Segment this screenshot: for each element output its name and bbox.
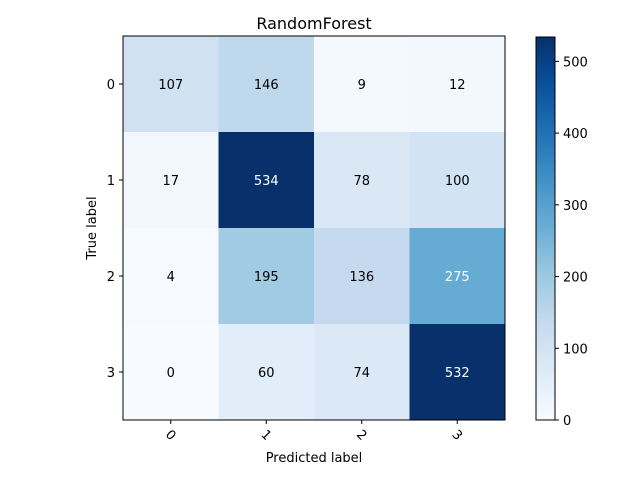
heatmap-cell [314,324,410,421]
x-axis-ticks: 0 1 2 3 [162,420,465,444]
cell-value-label: 17 [162,174,179,189]
colorbar-tick-label: 400 [563,127,588,142]
colorbar-tick-label: 300 [563,199,588,214]
chart-title: RandomForest [256,14,371,33]
colorbar-tick-label: 200 [563,271,588,286]
heatmap-cell [123,324,219,421]
y-axis-ticks: 0 1 2 3 [107,78,123,381]
heatmap-cell [218,132,315,229]
cell-value-label: 74 [353,366,370,381]
heatmap-cell [409,228,506,325]
colorbar-tick-label: 500 [563,55,588,70]
heatmap-cell [314,36,410,133]
heatmap-cell [218,324,315,421]
plot-frame [122,35,506,421]
heatmap-cell [218,36,315,133]
heatmap-cell [409,132,506,229]
cell-value-label: 195 [254,270,279,285]
cell-value-label: 60 [258,366,275,381]
heatmap-cell [218,228,315,325]
y-axis-label: True label [85,196,100,260]
heatmap-cell [314,228,410,325]
heatmap-cell [409,324,506,421]
cell-value-label: 4 [167,270,175,285]
x-tick-label: 2 [353,427,369,443]
heatmap-cell [123,228,219,325]
heatmap-cell [123,132,219,229]
x-tick-label: 1 [257,427,273,443]
colorbar-tick-label: 100 [563,342,588,357]
y-tick-label: 2 [107,270,115,285]
x-axis-label: Predicted label [266,451,363,466]
cell-value-label: 136 [349,270,374,285]
cell-value-label: 532 [445,366,470,381]
heatmap-cell [123,36,219,133]
cell-value-label: 0 [167,366,175,381]
colorbar-tick-label: 0 [563,414,571,429]
heatmap-cell [409,36,506,133]
cell-value-label: 9 [358,78,366,93]
colorbar-ticks: 0 100 200 300 400 500 [555,55,588,429]
cell-value-label: 100 [445,174,470,189]
cell-value-label: 146 [254,78,279,93]
cell-value-label: 275 [445,270,470,285]
heatmap-cell [314,132,410,229]
x-tick-label: 0 [162,427,178,443]
cell-value-label: 107 [158,78,183,93]
colorbar-gradient [535,36,556,421]
heatmap-cells: 107 146 9 12 17 534 78 100 4 195 136 275 0 60 74 532 [123,36,506,421]
colorbar: 0 100 200 300 400 500 [535,36,588,429]
cell-value-label: 12 [449,78,466,93]
y-tick-label: 0 [107,78,115,93]
y-tick-label: 3 [107,366,115,381]
cell-value-label: 78 [353,174,370,189]
cell-value-label: 534 [254,174,279,189]
y-tick-label: 1 [107,174,115,189]
x-tick-label: 3 [448,427,464,443]
